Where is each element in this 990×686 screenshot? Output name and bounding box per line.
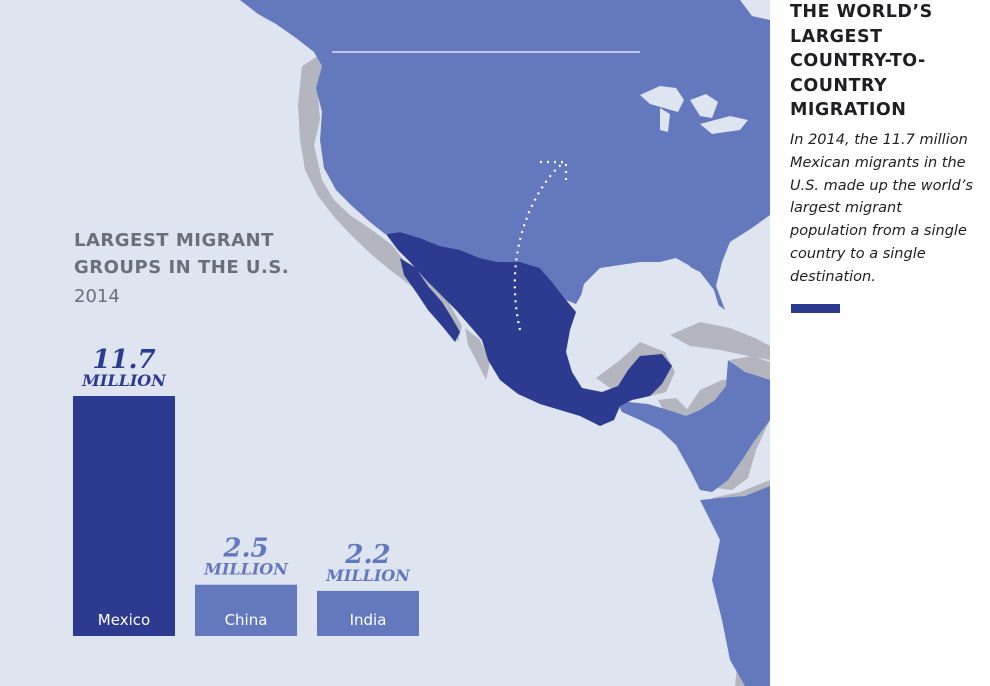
bar-china xyxy=(195,584,297,636)
value-label-china: 2.5 xyxy=(222,534,268,564)
unit-label-china: MILLION xyxy=(203,560,289,579)
accent-bar xyxy=(791,304,840,313)
us-land xyxy=(240,0,770,686)
unit-label-mexico: MILLION xyxy=(81,371,167,390)
sidebar-title: THE WORLD’S LARGEST COUNTRY-TO-COUNTRY M… xyxy=(790,2,933,120)
chart-title-line-1: LARGEST MIGRANT xyxy=(74,230,274,251)
chart-title: LARGEST MIGRANT GROUPS IN THE U.S. xyxy=(74,227,289,281)
north-america-map xyxy=(240,0,770,686)
chart-title-line-2: GROUPS IN THE U.S. xyxy=(74,257,290,278)
water-details xyxy=(580,0,770,320)
map-panel: LARGEST MIGRANT GROUPS IN THE U.S. 2014 M… xyxy=(0,0,770,686)
value-label-india: 2.2 xyxy=(344,540,390,570)
bar-chart: Mexico11.7MILLIONChina2.5MILLIONIndia2.2… xyxy=(73,345,419,636)
bar-mexico xyxy=(73,396,175,636)
category-label-india: India xyxy=(350,611,387,629)
sidebar-description: In 2014, the 11.7 million Mexican migran… xyxy=(790,132,973,285)
value-label-mexico: 11.7 xyxy=(92,345,155,375)
chart-year: 2014 xyxy=(74,286,120,307)
bar-india xyxy=(317,590,419,636)
mexico-land xyxy=(386,232,672,426)
sidebar: THE WORLD’S LARGEST COUNTRY-TO-COUNTRY M… xyxy=(770,0,990,686)
unit-label-india: MILLION xyxy=(325,566,411,585)
migration-arrow xyxy=(513,163,563,331)
migration-arrowhead xyxy=(540,160,568,184)
category-label-china: China xyxy=(225,611,268,629)
category-label-mexico: Mexico xyxy=(98,611,150,629)
